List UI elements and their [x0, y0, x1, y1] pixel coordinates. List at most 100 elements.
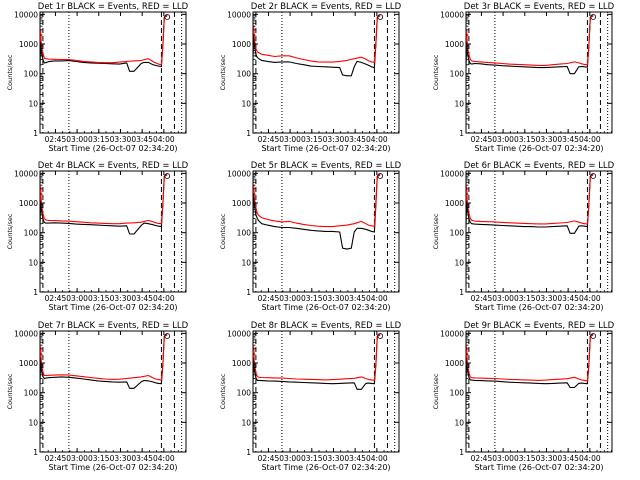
- panel-title: Det 5r BLACK = Events, RED = LLD: [251, 161, 402, 171]
- peak-marker: [590, 333, 597, 339]
- peak-marker: [590, 173, 597, 179]
- x-tick-label: 03:30: [323, 135, 345, 144]
- y-tick-label: 1000: [232, 199, 251, 208]
- y-tick-label: 10000: [14, 329, 38, 338]
- y-tick-label: 1: [246, 288, 251, 297]
- x-tick-label: 03:15: [88, 135, 110, 144]
- detector-panel: Det 1r BLACK = Events, RED = LLD 1 10 100 10…: [6, 2, 189, 153]
- panel-title: Det 7r BLACK = Events, RED = LLD: [38, 321, 189, 331]
- y-tick-label: 100: [24, 70, 39, 79]
- x-axis-label: Start Time (26-Oct-07 02:34:20): [48, 144, 177, 153]
- x-tick-label: 02:45: [45, 294, 67, 303]
- y-tick-label: 1: [246, 448, 251, 457]
- plot-area: [253, 171, 396, 292]
- panel-title: Det 3r BLACK = Events, RED = LLD: [464, 2, 615, 12]
- x-tick-label: 04:00: [579, 135, 601, 144]
- x-tick-label: 04:00: [579, 294, 601, 303]
- x-tick-label: 03:45: [557, 294, 579, 303]
- x-tick-label: 03:30: [110, 454, 132, 463]
- x-tick-label: 03:15: [301, 454, 323, 463]
- y-tick-label: 10: [28, 99, 38, 108]
- y-tick-label: 1000: [445, 40, 464, 49]
- x-axis-label: Start Time (26-Oct-07 02:34:20): [261, 303, 390, 312]
- plot-area: [466, 331, 609, 452]
- y-tick-label: 1000: [19, 359, 38, 368]
- plot-area: [253, 12, 396, 133]
- y-tick-label: 10000: [227, 329, 251, 338]
- x-tick-label: 03:00: [66, 294, 88, 303]
- y-tick-label: 10: [454, 418, 464, 427]
- x-tick-label: 03:30: [536, 135, 558, 144]
- events-series-line: [40, 174, 168, 235]
- events-series-line: [466, 174, 594, 234]
- lld-series-line: [466, 333, 594, 382]
- x-tick-label: 03:15: [514, 454, 536, 463]
- x-tick-label: 03:30: [110, 294, 132, 303]
- x-tick-label: 03:30: [323, 454, 345, 463]
- x-tick-label: 03:00: [492, 454, 514, 463]
- y-tick-label: 10000: [440, 329, 464, 338]
- x-tick-label: 03:15: [88, 454, 110, 463]
- panel-title: Det 8r BLACK = Events, RED = LLD: [251, 321, 402, 331]
- events-series-line: [466, 334, 594, 389]
- detector-panel: Det 8r BLACK = Events, RED = LLD 1 10 100 10…: [219, 321, 402, 472]
- x-axis-label: Start Time (26-Oct-07 02:34:20): [474, 303, 603, 312]
- y-axis-label: Counts/sec: [6, 213, 14, 249]
- x-tick-label: 02:45: [471, 454, 493, 463]
- y-axis-label: Counts/sec: [432, 54, 440, 90]
- peak-marker: [377, 333, 384, 339]
- x-tick-label: 03:15: [88, 294, 110, 303]
- y-axis-label: Counts/sec: [432, 373, 440, 409]
- y-tick-label: 1000: [445, 359, 464, 368]
- detector-panel: Det 9r BLACK = Events, RED = LLD 1 10 100 10…: [432, 321, 615, 472]
- x-tick-label: 04:00: [366, 454, 388, 463]
- events-series-line: [40, 15, 168, 72]
- x-tick-label: 03:00: [279, 135, 301, 144]
- plot-area: [40, 331, 183, 452]
- x-tick-label: 02:45: [45, 135, 67, 144]
- peak-marker: [164, 173, 171, 179]
- peak-marker: [377, 14, 384, 20]
- x-tick-label: 03:15: [301, 294, 323, 303]
- x-tick-label: 03:45: [131, 294, 153, 303]
- x-tick-label: 03:45: [344, 135, 366, 144]
- x-tick-label: 03:45: [131, 135, 153, 144]
- x-tick-label: 03:00: [66, 454, 88, 463]
- peak-marker: [377, 173, 384, 179]
- y-tick-label: 10: [28, 258, 38, 267]
- x-tick-label: 04:00: [153, 135, 175, 144]
- x-tick-label: 02:45: [471, 135, 493, 144]
- y-tick-label: 100: [237, 389, 252, 398]
- y-tick-label: 10000: [440, 169, 464, 178]
- plot-area: [40, 12, 183, 133]
- events-series-line: [466, 15, 594, 75]
- y-tick-label: 1: [33, 448, 38, 457]
- y-tick-label: 10000: [227, 10, 251, 19]
- plot-area: [40, 171, 183, 292]
- y-tick-label: 1: [33, 288, 38, 297]
- x-tick-label: 04:00: [153, 294, 175, 303]
- events-series-line: [40, 334, 168, 389]
- panel-title: Det 2r BLACK = Events, RED = LLD: [251, 2, 402, 12]
- lld-series-line: [466, 173, 594, 225]
- detector-panel: Det 3r BLACK = Events, RED = LLD 1 10 100 10…: [432, 2, 615, 153]
- lld-series-line: [253, 173, 381, 228]
- y-tick-label: 1: [246, 129, 251, 138]
- x-axis-label: Start Time (26-Oct-07 02:34:20): [474, 144, 603, 153]
- x-tick-label: 03:00: [279, 454, 301, 463]
- peak-marker: [590, 14, 597, 20]
- y-tick-label: 10: [454, 99, 464, 108]
- x-tick-label: 04:00: [366, 135, 388, 144]
- peak-marker: [164, 333, 171, 339]
- y-tick-label: 10000: [14, 169, 38, 178]
- x-tick-label: 03:30: [536, 294, 558, 303]
- y-axis-label: Counts/sec: [6, 373, 14, 409]
- y-tick-label: 10000: [227, 169, 251, 178]
- y-tick-label: 1000: [19, 199, 38, 208]
- x-axis-label: Start Time (26-Oct-07 02:34:20): [261, 463, 390, 472]
- x-axis-label: Start Time (26-Oct-07 02:34:20): [261, 144, 390, 153]
- y-tick-label: 10000: [440, 10, 464, 19]
- plot-area: [466, 171, 609, 292]
- detector-panel: Det 2r BLACK = Events, RED = LLD 1 10 100 10…: [219, 2, 402, 153]
